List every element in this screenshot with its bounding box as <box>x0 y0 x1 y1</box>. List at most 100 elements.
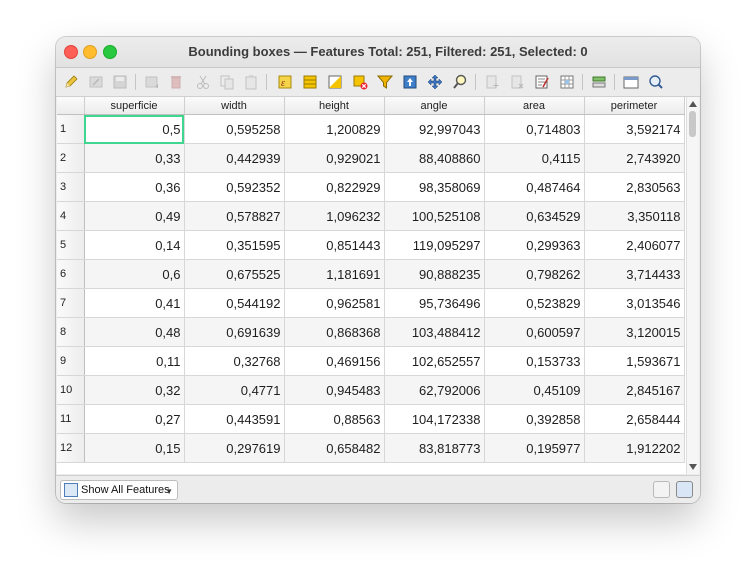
table-row[interactable]: 3 0,36 0,592352 0,822929 98,358069 0,487464 2,… <box>57 172 685 202</box>
organize-columns-icon[interactable] <box>647 73 665 91</box>
table-cell-height[interactable]: 0,88563 <box>284 404 385 434</box>
table-cell-perimeter[interactable]: 2,830563 <box>584 172 685 202</box>
table-cell-width[interactable]: 0,592352 <box>184 172 285 202</box>
table-cell-width[interactable]: 0,544192 <box>184 288 285 318</box>
table-cell-superficie[interactable]: 0,11 <box>84 346 185 376</box>
table-cell-height[interactable]: 1,200829 <box>284 114 385 144</box>
corner-cell[interactable] <box>57 97 85 115</box>
table-cell-superficie[interactable]: 0,36 <box>84 172 185 202</box>
table-cell-angle[interactable]: 102,652557 <box>384 346 485 376</box>
table-row[interactable]: 11 0,27 0,443591 0,88563 104,172338 0,392858 2… <box>57 404 685 434</box>
table-cell-height[interactable]: 0,929021 <box>284 143 385 173</box>
table-cell-angle[interactable]: 98,358069 <box>384 172 485 202</box>
table-cell-height[interactable]: 0,945483 <box>284 375 385 405</box>
minimize-window-button[interactable] <box>83 45 97 59</box>
table-row[interactable]: 5 0,14 0,351595 0,851443 119,095297 0,299363 2… <box>57 230 685 260</box>
delete-field-icon[interactable] <box>508 73 526 91</box>
table-row[interactable]: 9 0,11 0,32768 0,469156 102,652557 0,153733 1,… <box>57 346 685 376</box>
table-row[interactable]: 8 0,48 0,691639 0,868368 103,488412 0,600597 3… <box>57 317 685 347</box>
field-calculator-icon[interactable] <box>533 73 551 91</box>
table-cell-height[interactable]: 0,822929 <box>284 172 385 202</box>
table-cell-width[interactable]: 0,443591 <box>184 404 285 434</box>
column-header[interactable]: width <box>184 97 285 115</box>
vertical-scrollbar[interactable] <box>686 97 699 474</box>
actions-icon[interactable] <box>590 73 608 91</box>
table-cell-superficie[interactable]: 0,5 <box>84 114 185 144</box>
edit-pencil-icon[interactable] <box>62 73 80 91</box>
table-cell-perimeter[interactable]: 1,593671 <box>584 346 685 376</box>
table-cell-width[interactable]: 0,595258 <box>184 114 285 144</box>
row-header[interactable]: 6 <box>57 259 85 289</box>
table-cell-area[interactable]: 0,299363 <box>484 230 585 260</box>
paste-icon[interactable] <box>242 73 260 91</box>
table-view-icon[interactable] <box>676 481 693 498</box>
table-cell-area[interactable]: 0,4115 <box>484 143 585 173</box>
table-row[interactable]: 4 0,49 0,578827 1,096232 100,525108 0,634529 3… <box>57 201 685 231</box>
move-selection-top-icon[interactable] <box>401 73 419 91</box>
table-cell-width[interactable]: 0,578827 <box>184 201 285 231</box>
title-bar[interactable]: Bounding boxes — Features Total: 251, Fi… <box>56 37 700 68</box>
maximize-window-button[interactable] <box>103 45 117 59</box>
table-cell-superficie[interactable]: 0,33 <box>84 143 185 173</box>
table-cell-superficie[interactable]: 0,15 <box>84 433 185 463</box>
table-cell-superficie[interactable]: 0,41 <box>84 288 185 318</box>
column-header[interactable]: angle <box>384 97 485 115</box>
table-row[interactable]: 12 0,15 0,297619 0,658482 83,818773 0,195977 1… <box>57 433 685 463</box>
table-cell-area[interactable]: 0,195977 <box>484 433 585 463</box>
table-cell-angle[interactable]: 83,818773 <box>384 433 485 463</box>
table-cell-perimeter[interactable]: 2,406077 <box>584 230 685 260</box>
column-header[interactable]: area <box>484 97 585 115</box>
table-cell-superficie[interactable]: 0,27 <box>84 404 185 434</box>
close-window-button[interactable] <box>64 45 78 59</box>
table-cell-perimeter[interactable]: 1,912202 <box>584 433 685 463</box>
deselect-icon[interactable] <box>351 73 369 91</box>
table-cell-height[interactable]: 0,658482 <box>284 433 385 463</box>
table-cell-width[interactable]: 0,4771 <box>184 375 285 405</box>
column-header[interactable]: height <box>284 97 385 115</box>
table-cell-height[interactable]: 0,868368 <box>284 317 385 347</box>
table-cell-height[interactable]: 1,096232 <box>284 201 385 231</box>
row-header[interactable]: 7 <box>57 288 85 318</box>
conditional-formatting-icon[interactable] <box>558 73 576 91</box>
table-row[interactable]: 2 0,33 0,442939 0,929021 88,408860 0,4115 2,74… <box>57 143 685 173</box>
table-cell-perimeter[interactable]: 3,350118 <box>584 201 685 231</box>
table-cell-width[interactable]: 0,442939 <box>184 143 285 173</box>
table-cell-perimeter[interactable]: 2,845167 <box>584 375 685 405</box>
table-cell-height[interactable]: 1,181691 <box>284 259 385 289</box>
form-view-icon[interactable] <box>653 481 670 498</box>
filter-icon[interactable] <box>376 73 394 91</box>
row-header[interactable]: 1 <box>57 114 85 144</box>
table-cell-area[interactable]: 0,392858 <box>484 404 585 434</box>
scroll-thumb[interactable] <box>689 111 696 137</box>
table-cell-width[interactable]: 0,351595 <box>184 230 285 260</box>
dock-icon[interactable] <box>622 73 640 91</box>
column-header[interactable]: superficie <box>84 97 185 115</box>
show-features-filter-button[interactable]: Show All Features ▼ <box>60 480 178 500</box>
table-cell-angle[interactable]: 92,997043 <box>384 114 485 144</box>
table-cell-angle[interactable]: 88,408860 <box>384 143 485 173</box>
table-cell-angle[interactable]: 119,095297 <box>384 230 485 260</box>
table-cell-superficie[interactable]: 0,49 <box>84 201 185 231</box>
table-cell-angle[interactable]: 104,172338 <box>384 404 485 434</box>
scroll-down-arrow-icon[interactable] <box>689 464 697 470</box>
row-header[interactable]: 5 <box>57 230 85 260</box>
column-header[interactable]: perimeter <box>584 97 685 115</box>
table-cell-perimeter[interactable]: 3,592174 <box>584 114 685 144</box>
table-cell-perimeter[interactable]: 3,120015 <box>584 317 685 347</box>
table-cell-superficie[interactable]: 0,6 <box>84 259 185 289</box>
row-header[interactable]: 11 <box>57 404 85 434</box>
table-cell-height[interactable]: 0,851443 <box>284 230 385 260</box>
table-cell-area[interactable]: 0,487464 <box>484 172 585 202</box>
cut-icon[interactable] <box>194 73 212 91</box>
table-cell-area[interactable]: 0,798262 <box>484 259 585 289</box>
table-cell-width[interactable]: 0,675525 <box>184 259 285 289</box>
row-header[interactable]: 9 <box>57 346 85 376</box>
table-cell-area[interactable]: 0,714803 <box>484 114 585 144</box>
table-cell-perimeter[interactable]: 3,013546 <box>584 288 685 318</box>
table-row[interactable]: 7 0,41 0,544192 0,962581 95,736496 0,523829 3,… <box>57 288 685 318</box>
zoom-to-selection-icon[interactable] <box>451 73 469 91</box>
table-cell-area[interactable]: 0,523829 <box>484 288 585 318</box>
delete-feature-icon[interactable] <box>167 73 185 91</box>
table-cell-width[interactable]: 0,691639 <box>184 317 285 347</box>
reload-icon[interactable] <box>143 73 161 91</box>
